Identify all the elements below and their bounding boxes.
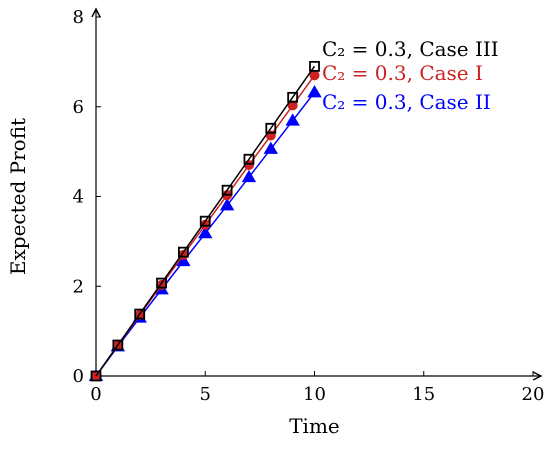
data-point-square <box>287 91 299 103</box>
y-tick-label: 4 <box>73 187 84 208</box>
x-tick-label: 15 <box>412 384 435 405</box>
series-layer <box>88 60 322 382</box>
data-point-triangle <box>219 198 235 211</box>
x-tick-label: 0 <box>90 384 101 405</box>
data-point-square <box>199 215 211 227</box>
data-point-square <box>221 184 233 196</box>
data-point-triangle <box>263 141 278 154</box>
data-point-square <box>243 153 255 165</box>
series-label-square: C₂ = 0.3, Case III <box>322 37 499 61</box>
series-labels: C₂ = 0.3, Case II C₂ = 0.3, Case IC₂ = 0.… <box>322 37 499 114</box>
y-tick-label: 2 <box>73 276 84 297</box>
data-point-square <box>112 339 124 351</box>
data-point-triangle <box>241 169 257 183</box>
y-tick-label: 6 <box>73 97 84 118</box>
y-tick-label: 8 <box>73 7 84 28</box>
data-point-square <box>309 60 320 72</box>
data-point-triangle <box>307 85 322 98</box>
y-tick-label: 0 <box>73 366 84 387</box>
y-axis-title: Expected Profit <box>6 118 30 275</box>
data-point-triangle <box>198 226 213 239</box>
x-tick-label: 5 <box>200 384 211 405</box>
data-point-square <box>265 122 277 134</box>
series-label-triangle: C₂ = 0.3, Case II <box>322 90 491 114</box>
data-point-circle <box>287 100 298 111</box>
data-point-square <box>177 246 189 258</box>
x-tick-label: 20 <box>522 384 545 405</box>
data-point-square <box>134 308 146 320</box>
series-line <box>95 65 316 377</box>
x-axis-title: Time <box>289 414 340 438</box>
data-point-square <box>156 277 167 289</box>
data-point-triangle <box>285 113 300 126</box>
data-point-square <box>90 370 102 382</box>
series-label-circle: C₂ = 0.3, Case I <box>322 61 483 85</box>
series-square <box>90 60 320 382</box>
axes: 0 5 10 15 20 0 2 4 6 8 <box>73 7 545 405</box>
x-tick-label: 10 <box>303 384 326 405</box>
